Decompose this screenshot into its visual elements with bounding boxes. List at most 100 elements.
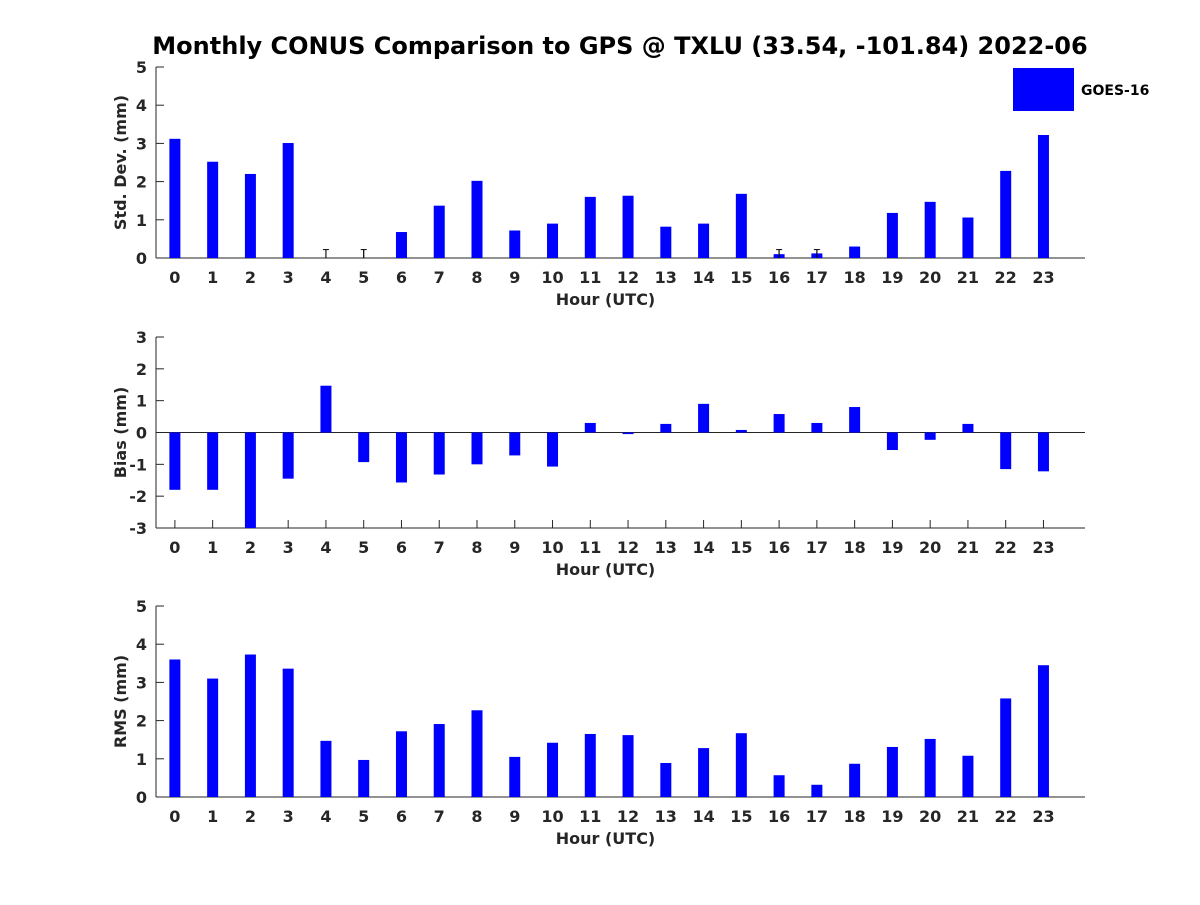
x-tick-label: 10 bbox=[541, 268, 563, 287]
bar bbox=[849, 246, 861, 258]
x-tick-label: 22 bbox=[995, 268, 1017, 287]
x-tick-label: 10 bbox=[541, 538, 563, 557]
y-tick-label: 0 bbox=[136, 249, 147, 268]
bar bbox=[735, 733, 747, 797]
x-tick-label: 4 bbox=[320, 807, 331, 826]
x-tick-label: 3 bbox=[283, 807, 294, 826]
x-tick-label: 8 bbox=[471, 538, 482, 557]
x-tick-label: 3 bbox=[283, 268, 294, 287]
bar bbox=[1037, 665, 1049, 797]
bar bbox=[1000, 698, 1012, 797]
x-tick-label: 0 bbox=[169, 268, 180, 287]
bar bbox=[433, 432, 445, 475]
bar bbox=[207, 678, 219, 797]
bar bbox=[433, 205, 445, 258]
x-tick-label: 7 bbox=[434, 538, 445, 557]
y-tick-label: 5 bbox=[136, 597, 147, 616]
x-tick-label: 13 bbox=[655, 807, 677, 826]
x-tick-label: 21 bbox=[957, 807, 979, 826]
bar bbox=[244, 654, 256, 797]
bar bbox=[1037, 432, 1049, 472]
x-tick-label: 3 bbox=[283, 538, 294, 557]
x-tick-label: 1 bbox=[207, 538, 218, 557]
bar bbox=[698, 403, 710, 433]
bar bbox=[811, 422, 823, 433]
bar bbox=[244, 173, 256, 258]
x-tick-label: 6 bbox=[396, 807, 407, 826]
legend: GOES-16 bbox=[1013, 68, 1149, 111]
bar bbox=[320, 385, 332, 433]
x-tick-label: 7 bbox=[434, 268, 445, 287]
bar bbox=[735, 193, 747, 258]
bar bbox=[886, 212, 898, 258]
x-axis-label: Hour (UTC) bbox=[556, 560, 656, 579]
x-tick-label: 11 bbox=[579, 807, 601, 826]
y-tick-label: 2 bbox=[136, 712, 147, 731]
x-tick-label: 9 bbox=[509, 538, 520, 557]
bar bbox=[924, 201, 936, 258]
bar bbox=[509, 432, 521, 456]
x-tick-label: 10 bbox=[541, 807, 563, 826]
bar bbox=[849, 763, 861, 797]
x-tick-label: 11 bbox=[579, 538, 601, 557]
bar bbox=[622, 735, 634, 797]
bar bbox=[962, 423, 974, 433]
bar bbox=[584, 733, 596, 797]
x-tick-label: 19 bbox=[881, 538, 903, 557]
x-tick-label: 15 bbox=[730, 268, 752, 287]
legend-swatch bbox=[1013, 68, 1074, 111]
y-tick-label: 3 bbox=[136, 134, 147, 153]
x-tick-label: 12 bbox=[617, 538, 639, 557]
x-tick-label: 4 bbox=[320, 538, 331, 557]
x-axis-label: Hour (UTC) bbox=[556, 290, 656, 309]
y-tick-label: 4 bbox=[136, 96, 147, 115]
x-tick-label: 19 bbox=[881, 268, 903, 287]
bar bbox=[547, 223, 559, 258]
x-tick-label: 1 bbox=[207, 268, 218, 287]
y-tick-label: 2 bbox=[136, 360, 147, 379]
x-tick-label: 5 bbox=[358, 538, 369, 557]
bar bbox=[924, 432, 936, 440]
x-tick-label: 15 bbox=[730, 807, 752, 826]
bar bbox=[660, 763, 672, 797]
x-tick-label: 7 bbox=[434, 807, 445, 826]
bar bbox=[282, 668, 294, 797]
bar bbox=[471, 432, 483, 465]
x-tick-label: 20 bbox=[919, 268, 941, 287]
x-tick-label: 12 bbox=[617, 807, 639, 826]
bar bbox=[1000, 432, 1012, 470]
x-tick-label: 21 bbox=[957, 538, 979, 557]
y-tick-label: -3 bbox=[129, 519, 147, 538]
x-tick-label: 16 bbox=[768, 268, 790, 287]
bar bbox=[660, 423, 672, 433]
bar bbox=[584, 196, 596, 258]
x-tick-label: 14 bbox=[692, 268, 714, 287]
bar bbox=[886, 432, 898, 451]
x-tick-label: 22 bbox=[995, 807, 1017, 826]
x-tick-label: 4 bbox=[320, 268, 331, 287]
bar bbox=[886, 746, 898, 797]
x-tick-label: 9 bbox=[509, 268, 520, 287]
x-tick-label: 2 bbox=[245, 268, 256, 287]
bar bbox=[244, 432, 256, 528]
x-tick-label: 6 bbox=[396, 538, 407, 557]
bar bbox=[395, 432, 407, 483]
bar bbox=[622, 432, 634, 435]
bar bbox=[471, 710, 483, 797]
bar bbox=[471, 180, 483, 258]
x-tick-label: 1 bbox=[207, 807, 218, 826]
bar bbox=[207, 432, 219, 490]
bar bbox=[169, 659, 181, 797]
x-tick-label: 12 bbox=[617, 268, 639, 287]
y-tick-label: 0 bbox=[136, 788, 147, 807]
legend-label: GOES-16 bbox=[1081, 83, 1149, 99]
x-tick-label: 23 bbox=[1032, 807, 1054, 826]
bar bbox=[849, 407, 861, 433]
bar bbox=[811, 784, 823, 797]
y-axis-label: Bias (mm) bbox=[111, 387, 130, 479]
x-tick-label: 14 bbox=[692, 538, 714, 557]
